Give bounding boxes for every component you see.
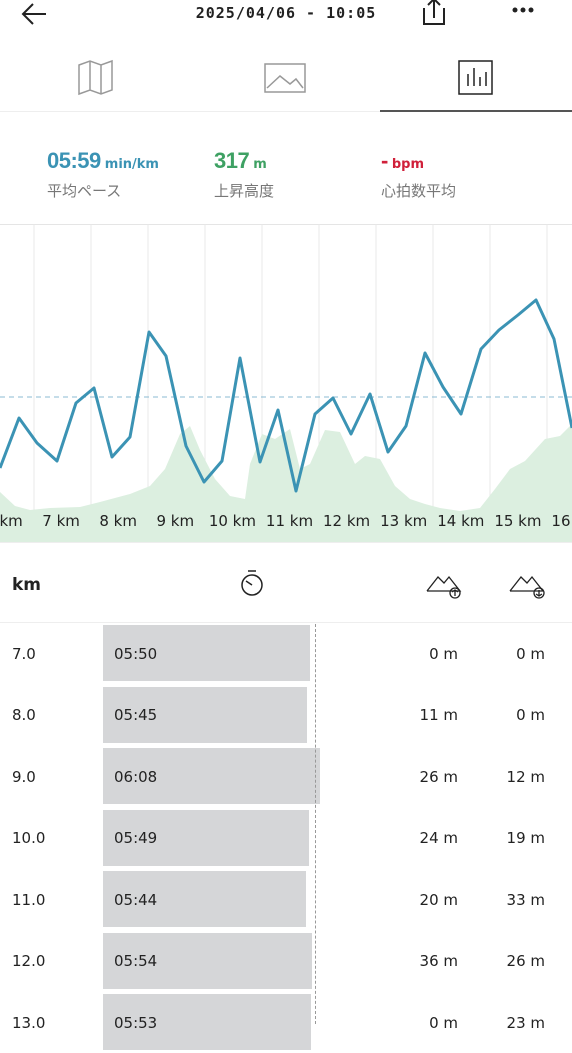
x-label: 14 km — [437, 512, 485, 530]
ascent: 20 m — [419, 890, 458, 909]
pace-bar — [103, 625, 310, 681]
pace: 06:08 — [114, 767, 158, 786]
stat: 317 m 上昇高度 — [214, 148, 274, 201]
back-button[interactable] — [21, 3, 46, 25]
split-row: 7.0 05:50 0 m 0 m — [0, 623, 572, 684]
pace: 05:54 — [114, 952, 158, 970]
ascent: 11 m — [419, 706, 458, 724]
stat-label: 心拍数平均 — [381, 182, 457, 200]
pace-bar — [103, 932, 312, 989]
x-label: 10 km — [208, 512, 256, 530]
split-row: 13.0 05:53 0 m 23 m — [0, 992, 572, 1053]
x-label: 8 km — [99, 512, 137, 530]
x-label: 11 km — [265, 512, 314, 530]
average-pace-line — [314, 624, 316, 1024]
split-row: 12.0 05:54 36 m 26 m — [0, 931, 572, 992]
descent: 12 m — [506, 767, 545, 786]
ascent: 0 m — [429, 644, 458, 663]
stat-unit: min/km — [104, 157, 159, 172]
pace: 05:44 — [114, 890, 158, 909]
x-label: 7 km — [42, 512, 80, 530]
km: 9.0 — [12, 767, 36, 786]
ascent: 24 m — [419, 829, 458, 847]
x-label: 12 km — [323, 512, 371, 530]
x-label: 16 km — [551, 512, 572, 530]
stat-unit: bpm — [391, 157, 424, 172]
descent: 0 m — [516, 644, 545, 663]
pace: 05:49 — [114, 829, 158, 847]
divider — [0, 622, 572, 623]
pace-bar — [103, 871, 306, 927]
pace: 05:45 — [114, 706, 158, 724]
chart-tab[interactable] — [458, 60, 493, 95]
pace-icon — [241, 570, 263, 596]
ascent: 0 m — [429, 1013, 458, 1032]
top-icons — [0, 0, 572, 112]
stat-label: 平均ペース — [47, 182, 122, 200]
ascent-icon — [426, 575, 462, 599]
km: 12.0 — [12, 952, 46, 970]
descent: 19 m — [506, 829, 545, 847]
stat-value: - — [381, 148, 388, 173]
elevation-area — [0, 424, 572, 542]
header-icons — [241, 570, 545, 599]
x-label: 13 km — [380, 512, 428, 530]
descent: 26 m — [506, 952, 545, 970]
stat-value: 05:59 — [47, 148, 101, 173]
descent-icon — [509, 575, 545, 599]
x-label: 15 km — [494, 512, 542, 530]
stat: 05:59 min/km 平均ペース — [47, 148, 159, 201]
pace: 05:50 — [114, 644, 158, 663]
stat-unit: m — [253, 157, 267, 172]
pace-chart — [0, 224, 572, 542]
pace-line — [0, 298, 572, 493]
pace-bar — [103, 748, 321, 804]
table-header: km — [0, 542, 572, 623]
ascent: 26 m — [419, 767, 458, 786]
km-header: km — [12, 575, 42, 595]
split-row: 11.0 05:44 20 m 33 m — [0, 869, 572, 930]
descent: 0 m — [516, 706, 545, 724]
km: 7.0 — [12, 644, 36, 663]
km: 11.0 — [12, 890, 46, 909]
more-button[interactable] — [512, 7, 534, 13]
photo-tab[interactable] — [264, 63, 306, 93]
descent: 33 m — [506, 890, 545, 909]
stat-value-line: 317 m — [214, 148, 274, 174]
pace: 05:53 — [114, 1013, 158, 1032]
descent: 23 m — [506, 1013, 545, 1032]
share-button[interactable] — [423, 0, 445, 25]
stat-value: 317 — [214, 148, 250, 173]
stat-label: 上昇高度 — [214, 182, 275, 200]
pace-bar — [103, 809, 309, 866]
ascent: 36 m — [419, 952, 458, 970]
stat-value-line: 05:59 min/km — [47, 148, 159, 174]
km: 8.0 — [12, 706, 36, 724]
datetime: 2025/04/06 - 10:05 — [195, 4, 377, 22]
stat: - bpm 心拍数平均 — [381, 148, 456, 201]
split-row: 9.0 06:08 26 m 12 m — [0, 746, 572, 807]
x-label: 6 km — [0, 512, 23, 530]
km: 13.0 — [12, 1013, 46, 1032]
split-row: 8.0 05:45 11 m 0 m — [0, 685, 572, 746]
stat-value-line: - bpm — [381, 148, 456, 174]
x-label: 9 km — [156, 512, 195, 530]
map-tab[interactable] — [78, 59, 113, 96]
pace-bar — [103, 686, 307, 743]
split-row: 10.0 05:49 24 m 19 m — [0, 808, 572, 869]
km: 10.0 — [12, 829, 46, 847]
